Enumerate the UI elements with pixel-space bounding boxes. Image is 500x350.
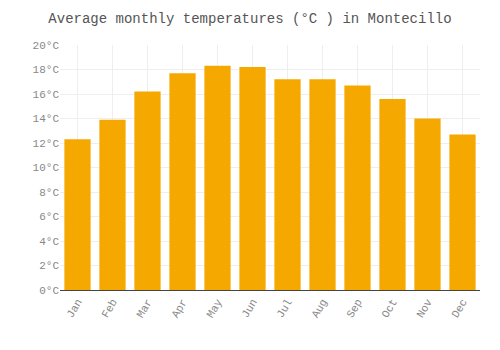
svg-text:Jul: Jul — [275, 297, 295, 320]
svg-text:10°C: 10°C — [33, 162, 60, 174]
svg-text:16°C: 16°C — [33, 89, 60, 101]
svg-text:2°C: 2°C — [39, 260, 59, 272]
svg-text:Nov: Nov — [415, 297, 435, 320]
svg-text:6°C: 6°C — [39, 211, 59, 223]
svg-text:Feb: Feb — [100, 297, 120, 320]
svg-text:Aug: Aug — [310, 297, 330, 320]
svg-text:Dec: Dec — [450, 297, 470, 320]
svg-text:14°C: 14°C — [33, 113, 60, 125]
svg-text:0°C: 0°C — [39, 285, 59, 297]
svg-text:8°C: 8°C — [39, 187, 59, 199]
svg-text:Oct: Oct — [380, 297, 400, 320]
svg-text:May: May — [205, 297, 225, 320]
svg-text:Sep: Sep — [345, 297, 365, 320]
svg-text:4°C: 4°C — [39, 236, 59, 248]
svg-text:18°C: 18°C — [33, 64, 60, 76]
svg-text:Jun: Jun — [240, 297, 260, 320]
svg-text:Jan: Jan — [65, 297, 85, 320]
svg-text:Apr: Apr — [170, 297, 190, 320]
svg-text:20°C: 20°C — [33, 40, 60, 52]
svg-text:Mar: Mar — [135, 297, 155, 320]
svg-text:12°C: 12°C — [33, 138, 60, 150]
svg-text:Average monthly temperatures (: Average monthly temperatures (°C ) in Mo… — [48, 11, 451, 27]
